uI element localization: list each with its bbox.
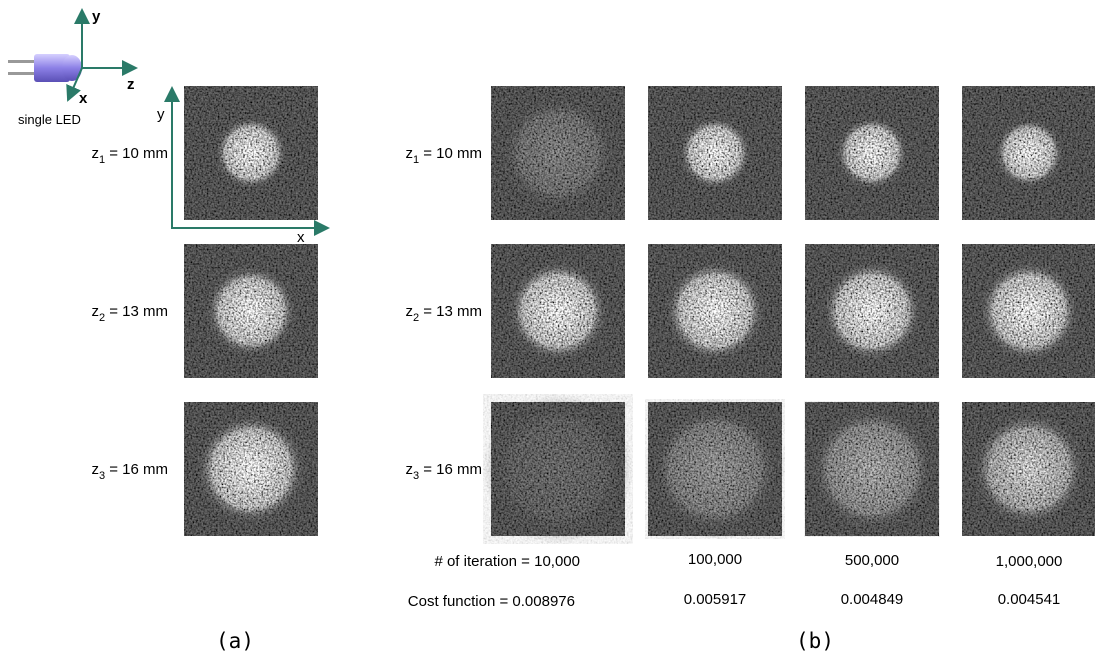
label-eq: = 13 mm bbox=[105, 303, 168, 320]
iteration-prefix: # of iteration = bbox=[434, 553, 534, 570]
label-sub: 1 bbox=[99, 154, 105, 166]
beam-spot bbox=[974, 256, 1084, 366]
speckle-image bbox=[962, 402, 1095, 536]
label-eq: = 16 mm bbox=[419, 461, 482, 478]
speckle-image bbox=[648, 244, 782, 378]
speckle-image bbox=[962, 244, 1095, 378]
cost-value: 0.004849 bbox=[841, 591, 904, 608]
label-var: z bbox=[405, 303, 413, 320]
beam-spot bbox=[211, 113, 291, 193]
label-sub: 3 bbox=[99, 470, 105, 482]
label-sub: 2 bbox=[99, 312, 105, 324]
label-sub: 3 bbox=[413, 470, 419, 482]
speckle-image bbox=[491, 244, 625, 378]
beam-spot bbox=[991, 115, 1067, 191]
caption: single LED bbox=[18, 112, 81, 127]
beam-spot bbox=[191, 409, 311, 529]
iteration-value: 100,000 bbox=[688, 551, 742, 568]
iteration-value: 10,000 bbox=[534, 553, 580, 570]
label-var: z bbox=[91, 303, 99, 320]
axis-label: x bbox=[79, 90, 88, 107]
beam-spot bbox=[201, 261, 301, 361]
label-var: z bbox=[405, 461, 413, 478]
beam-spot bbox=[804, 401, 940, 537]
beam-spot bbox=[832, 113, 912, 193]
distance-label: z2 = 13 mm bbox=[91, 303, 168, 324]
distance-label: z1 = 10 mm bbox=[405, 145, 482, 166]
label-eq: = 10 mm bbox=[419, 145, 482, 162]
distance-label: z3 = 16 mm bbox=[91, 461, 168, 482]
cost-value: 0.005917 bbox=[684, 591, 747, 608]
beam-spot bbox=[496, 91, 620, 215]
iteration-value: 500,000 bbox=[845, 552, 899, 569]
distance-label: z2 = 13 mm bbox=[405, 303, 482, 324]
distance-label: z1 = 10 mm bbox=[91, 145, 168, 166]
axis-label: z bbox=[127, 76, 135, 93]
beam-spot bbox=[645, 399, 785, 539]
speckle-image bbox=[483, 394, 633, 544]
beam-spot bbox=[483, 394, 633, 544]
beam-spot bbox=[503, 256, 613, 366]
speckle-image bbox=[805, 86, 939, 220]
label-var: z bbox=[91, 461, 99, 478]
iteration-value: 1,000,000 bbox=[996, 553, 1063, 570]
panel-caption: (b) bbox=[796, 629, 834, 653]
led-icon bbox=[8, 54, 82, 82]
cost-label: Cost function = 0.008976 bbox=[408, 593, 575, 610]
speckle-image bbox=[184, 402, 318, 536]
speckle-image bbox=[962, 86, 1095, 220]
label-sub: 1 bbox=[413, 154, 419, 166]
beam-spot bbox=[967, 407, 1091, 531]
label-eq: = 13 mm bbox=[419, 303, 482, 320]
axis-icon bbox=[66, 8, 330, 236]
label-sub: 2 bbox=[413, 312, 419, 324]
speckle-image bbox=[804, 401, 940, 537]
speckle-image bbox=[645, 399, 785, 539]
iteration-label: # of iteration = 10,000 bbox=[434, 553, 580, 570]
beam-spot bbox=[675, 113, 755, 193]
panel-caption: (a) bbox=[216, 629, 254, 653]
speckle-image bbox=[648, 86, 782, 220]
cost-value: 0.008976 bbox=[512, 593, 575, 610]
cost-value: 0.004541 bbox=[998, 591, 1061, 608]
label-var: z bbox=[405, 145, 413, 162]
speckle-image bbox=[491, 86, 625, 220]
speckle-image bbox=[805, 244, 939, 378]
label-eq: = 10 mm bbox=[105, 145, 168, 162]
beam-spot bbox=[817, 256, 927, 366]
speckle-image bbox=[184, 244, 318, 378]
axis-label: y bbox=[157, 106, 165, 123]
label-eq: = 16 mm bbox=[105, 461, 168, 478]
cost-prefix: Cost function = bbox=[408, 593, 513, 610]
distance-label: z3 = 16 mm bbox=[405, 461, 482, 482]
beam-spot bbox=[660, 256, 770, 366]
axis-label: x bbox=[297, 229, 305, 246]
axis-label: y bbox=[92, 8, 101, 25]
label-var: z bbox=[91, 145, 99, 162]
speckle-image bbox=[184, 86, 318, 220]
